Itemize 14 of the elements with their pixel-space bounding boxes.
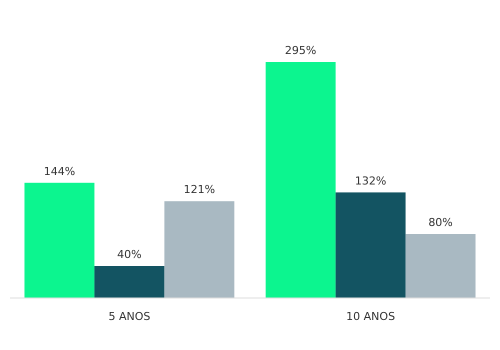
bar: [24, 182, 94, 298]
bar: [406, 234, 476, 298]
bar: [94, 266, 164, 298]
bar: [336, 192, 406, 298]
x-tick-label: 10 ANOS: [346, 310, 396, 323]
data-label: 40%: [117, 248, 142, 261]
data-label: 295%: [284, 44, 316, 57]
data-label: 121%: [184, 183, 216, 196]
bar: [266, 62, 336, 298]
bar: [164, 201, 234, 298]
data-label: 80%: [428, 216, 453, 229]
data-label: 132%: [354, 174, 386, 188]
x-tick-label: 5 ANOS: [108, 310, 150, 323]
data-label: 144%: [44, 164, 76, 178]
